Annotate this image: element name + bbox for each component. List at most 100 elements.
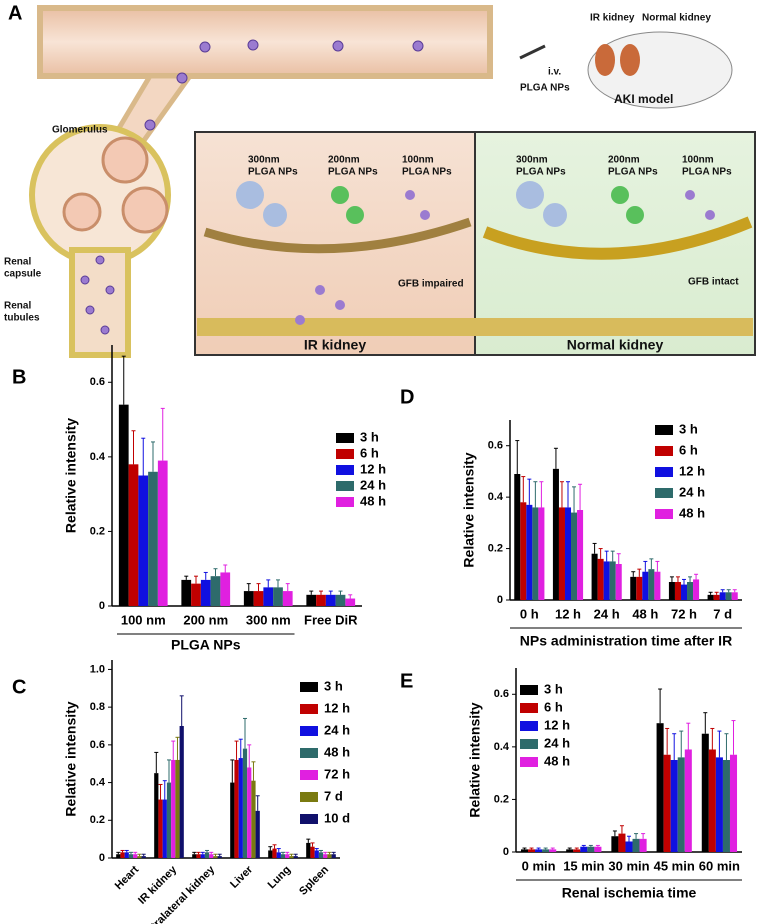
- bar: [238, 758, 243, 858]
- bar: [192, 854, 197, 858]
- y-axis-label: Relative intensity: [63, 701, 79, 816]
- bar: [520, 849, 529, 852]
- y-tick-label: 0.6: [488, 440, 503, 452]
- bar: [253, 591, 264, 606]
- bar: [701, 733, 709, 852]
- bar: [719, 592, 726, 600]
- bar: [571, 512, 578, 600]
- label: GFB intact: [688, 277, 739, 288]
- legend-label: 72 h: [324, 766, 350, 781]
- bar: [268, 850, 273, 858]
- bar: [242, 748, 248, 858]
- bar: [663, 754, 671, 852]
- bar: [566, 849, 574, 852]
- bar: [314, 850, 319, 858]
- bar: [668, 582, 675, 600]
- bar: [331, 854, 336, 858]
- x-tick-label: 0 h: [520, 606, 539, 621]
- bar: [285, 854, 290, 858]
- y-tick-label: 0.2: [488, 542, 503, 554]
- x-tick-label: 48 h: [632, 606, 658, 621]
- y-tick-label: 0.8: [90, 701, 105, 713]
- blood-vessel: [37, 5, 493, 79]
- legend-swatch: [300, 748, 318, 758]
- label: 300nm: [516, 155, 548, 166]
- legend-swatch: [520, 703, 538, 713]
- bar: [116, 854, 121, 858]
- legend-swatch: [300, 814, 318, 824]
- bar: [345, 598, 356, 606]
- x-tick-label: Lung: [266, 864, 293, 891]
- bar: [580, 846, 588, 852]
- legend-swatch: [300, 726, 318, 736]
- bar: [200, 579, 211, 606]
- y-tick-label: 0.4: [494, 741, 510, 753]
- bar: [674, 582, 681, 600]
- bar: [148, 471, 158, 606]
- legend-swatch: [655, 488, 673, 498]
- bar: [722, 760, 730, 852]
- bar: [171, 759, 176, 858]
- panel-a: A Glomerulus Renal capsule Renal tubules…: [4, 2, 756, 358]
- bar: [217, 856, 222, 858]
- bar: [200, 854, 205, 858]
- bar: [532, 507, 539, 600]
- membrane: [482, 216, 753, 260]
- kidney: [595, 44, 615, 76]
- x-tick-label: 72 h: [671, 606, 697, 621]
- label: PLGA NPs: [402, 167, 452, 178]
- panel-letter: D: [400, 386, 414, 408]
- bar: [137, 856, 142, 858]
- bar: [528, 849, 536, 852]
- bar: [636, 576, 643, 600]
- legend-swatch: [300, 704, 318, 714]
- bar: [255, 810, 260, 858]
- x-tick-label: 12 h: [555, 606, 581, 621]
- nanoparticles: [80, 39, 424, 335]
- y-tick-label: 1.0: [90, 663, 105, 675]
- legend-swatch: [520, 757, 538, 767]
- legend-swatch: [300, 792, 318, 802]
- label: 200nm: [328, 155, 360, 166]
- label: PLGA NPs: [328, 167, 378, 178]
- x-tick-label: 15 min: [563, 858, 604, 873]
- bar: [318, 852, 324, 858]
- capillary: [121, 186, 169, 234]
- bar: [535, 849, 543, 852]
- bar: [213, 856, 218, 858]
- label: tubules: [4, 313, 40, 324]
- bar: [687, 582, 694, 600]
- bar: [552, 468, 559, 600]
- bar: [713, 594, 720, 600]
- label: Normal kidney: [567, 337, 664, 353]
- bar: [680, 584, 688, 600]
- particles: [236, 181, 715, 325]
- bar: [625, 841, 633, 852]
- bar: [591, 553, 598, 600]
- capillary: [101, 136, 149, 184]
- label: PLGA NPs: [608, 167, 658, 178]
- legend-label: 24 h: [360, 477, 386, 492]
- bar: [558, 507, 565, 600]
- label: PLGA NPs: [682, 167, 732, 178]
- capillary: [62, 192, 102, 232]
- bar: [133, 854, 138, 858]
- bar: [630, 576, 637, 600]
- kidney: [620, 44, 640, 76]
- y-tick-label: 0.6: [90, 739, 105, 751]
- label: i.v.: [548, 67, 561, 78]
- bar: [618, 833, 626, 852]
- bar: [615, 564, 622, 600]
- label: AKI model: [614, 92, 673, 106]
- legend-swatch: [300, 682, 318, 692]
- y-tick-label: 0.2: [494, 793, 509, 805]
- bar: [243, 591, 254, 606]
- bar: [191, 583, 201, 606]
- bar: [654, 571, 661, 600]
- bar: [234, 759, 239, 858]
- y-tick-label: 0.6: [494, 688, 509, 700]
- label: IR kidney: [590, 13, 635, 24]
- bar: [648, 569, 655, 600]
- x-tick-label: Heart: [113, 863, 142, 892]
